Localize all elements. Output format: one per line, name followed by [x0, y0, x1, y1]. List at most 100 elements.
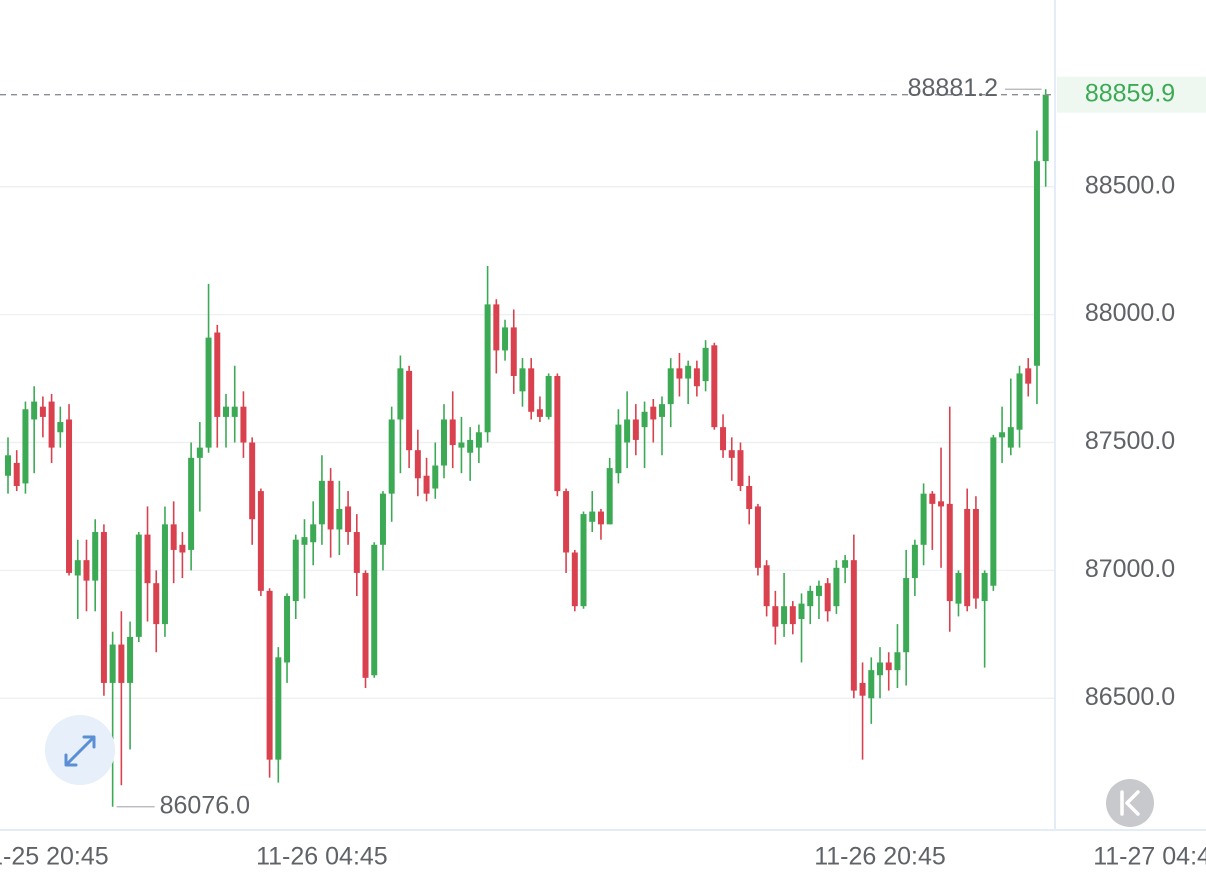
candle-body: [702, 347, 709, 382]
candle-body: [475, 432, 482, 448]
candle-body: [109, 644, 116, 683]
candle-body: [833, 567, 840, 607]
candle-body: [981, 572, 988, 602]
candle-body: [345, 506, 352, 533]
candle-body: [510, 327, 517, 376]
candle-body: [458, 442, 465, 448]
candle-body: [214, 332, 221, 417]
candle-body: [746, 485, 753, 509]
candle-body: [999, 432, 1006, 438]
candle-body: [127, 636, 134, 683]
candle-body: [432, 465, 439, 489]
x-tick-label: 11-25 20:45: [0, 843, 109, 871]
candle-body: [188, 457, 195, 550]
candle-body: [676, 368, 683, 379]
candle-body: [720, 427, 727, 451]
candle-body: [597, 511, 604, 525]
last-price-label: 88859.9: [1085, 79, 1175, 107]
candle-body: [397, 368, 404, 420]
y-tick-label: 86500.0: [1085, 683, 1175, 711]
candle-body: [57, 422, 64, 433]
candle-body: [484, 304, 491, 433]
candle-body: [615, 424, 622, 474]
candle-body: [920, 493, 927, 545]
candle-body: [1025, 368, 1032, 384]
candle-body: [249, 442, 256, 520]
candle-body: [362, 572, 369, 678]
candle-body: [406, 370, 413, 451]
candle-body: [83, 560, 90, 581]
candle-body: [1016, 373, 1023, 430]
candle-body: [972, 508, 979, 599]
candle-body: [815, 585, 822, 596]
candle-body: [842, 560, 849, 568]
candle-body: [170, 524, 177, 550]
candle-body: [31, 401, 38, 420]
x-tick-label: 11-27 04:45: [1093, 843, 1206, 871]
candle-body: [240, 406, 247, 443]
candle-body: [66, 419, 73, 573]
candle-body: [955, 572, 962, 604]
candle-body: [502, 327, 509, 351]
candle-body: [388, 419, 395, 494]
candle-body: [850, 560, 857, 691]
candle-body: [964, 508, 971, 607]
candle-body: [266, 590, 273, 760]
candle-body: [754, 506, 761, 568]
candle-body: [1007, 427, 1014, 448]
candle-body: [781, 606, 788, 625]
candle-body: [685, 365, 692, 379]
candle-body: [231, 406, 238, 417]
candle-body: [763, 565, 770, 607]
candle-body: [693, 368, 700, 387]
candle-body: [877, 662, 883, 676]
candle-body: [318, 480, 325, 525]
candle-body: [536, 409, 543, 417]
candle-body: [641, 411, 648, 428]
candle-body: [545, 375, 552, 417]
y-tick-label: 88500.0: [1085, 171, 1175, 199]
candle-body: [1033, 161, 1040, 366]
grid: [0, 185, 1055, 700]
candle-body: [223, 406, 229, 417]
candle-body: [161, 524, 168, 625]
x-tick-label: 11-26 04:45: [256, 843, 388, 871]
candle-body: [301, 537, 308, 545]
scroll-latest-button[interactable]: [1106, 779, 1154, 827]
candle-body: [92, 532, 99, 581]
labels: 86500.0 87000.0 87500.0 88000.0 88500.0 11-25…: [0, 74, 1206, 871]
candle-body: [205, 337, 212, 448]
candle-body: [118, 644, 125, 683]
candles: [0, 89, 1055, 807]
candle-body: [22, 409, 29, 484]
candle-body: [589, 511, 596, 522]
candle-body: [938, 501, 945, 507]
candle-body: [772, 606, 779, 627]
candle-body: [48, 401, 55, 448]
candle-body: [711, 345, 718, 428]
candle-body: [868, 670, 875, 699]
y-tick-label: 88000.0: [1085, 299, 1175, 327]
candle-body: [632, 419, 639, 440]
candle-body: [903, 578, 910, 653]
candle-body: [379, 493, 386, 545]
candle-body: [929, 493, 936, 504]
candle-body: [100, 532, 107, 683]
expand-button[interactable]: [45, 715, 115, 785]
candle-body: [153, 583, 160, 625]
candle-body: [414, 450, 421, 479]
y-tick-label: 87000.0: [1085, 555, 1175, 583]
candle-body: [789, 606, 796, 625]
candle-body: [606, 468, 613, 525]
candle-body: [824, 583, 831, 612]
candle-body: [798, 603, 805, 619]
candle-body: [13, 462, 20, 486]
candle-body: [257, 491, 264, 591]
candle-body: [659, 404, 665, 417]
candle-body: [423, 475, 430, 494]
candle-body: [624, 419, 631, 443]
candle-body: [1042, 94, 1049, 162]
candle-body: [737, 450, 744, 486]
candle-body: [728, 450, 735, 458]
